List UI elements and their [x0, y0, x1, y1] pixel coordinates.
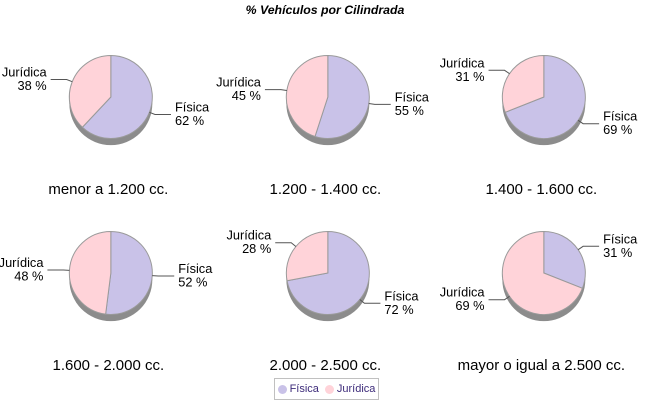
svg-text:38 %: 38 %: [18, 78, 47, 93]
svg-text:55 %: 55 %: [394, 103, 423, 118]
svg-text:69 %: 69 %: [456, 298, 485, 313]
svg-text:31 %: 31 %: [456, 69, 485, 84]
svg-text:45 %: 45 %: [231, 88, 260, 103]
svg-text:72 %: 72 %: [384, 302, 413, 317]
svg-text:2.000 - 2.500 cc.: 2.000 - 2.500 cc.: [269, 357, 381, 374]
svg-text:48 %: 48 %: [14, 269, 43, 284]
svg-text:1.200 - 1.400 cc.: 1.200 - 1.400 cc.: [269, 181, 381, 198]
svg-text:1.600 - 2.000 cc.: 1.600 - 2.000 cc.: [53, 357, 165, 374]
svg-text:52 %: 52 %: [178, 274, 207, 289]
svg-text:mayor o igual a 2.500 cc.: mayor o igual a 2.500 cc.: [458, 357, 625, 374]
svg-text:menor a 1.200 cc.: menor a 1.200 cc.: [48, 181, 168, 198]
svg-text:31 %: 31 %: [603, 245, 632, 260]
svg-text:1.400 - 1.600 cc.: 1.400 - 1.600 cc.: [486, 181, 598, 198]
svg-text:28 %: 28 %: [242, 241, 271, 256]
svg-text:69 %: 69 %: [603, 122, 632, 137]
svg-text:62 %: 62 %: [175, 113, 204, 128]
